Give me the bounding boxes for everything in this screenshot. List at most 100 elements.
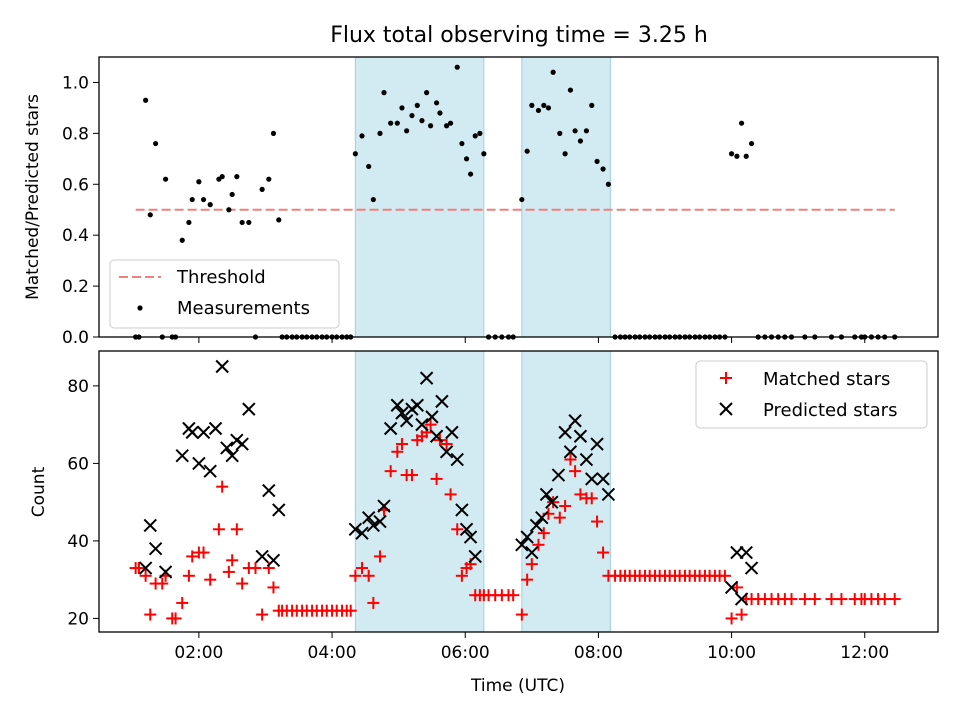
matched-point bbox=[515, 608, 528, 621]
predicted-point bbox=[158, 565, 173, 579]
measurement-point bbox=[550, 69, 556, 75]
measurement-point bbox=[748, 140, 755, 147]
matched-point bbox=[585, 492, 598, 505]
measurement-point bbox=[189, 196, 195, 203]
x-tick-label: 08:00 bbox=[574, 643, 623, 663]
measurement-point bbox=[388, 120, 394, 126]
matched-point bbox=[144, 608, 157, 621]
predicted-point bbox=[262, 483, 276, 498]
measurement-point bbox=[567, 87, 574, 93]
measurement-point bbox=[562, 151, 568, 157]
matched-point bbox=[718, 569, 731, 582]
predicted-point bbox=[255, 549, 269, 564]
predicted-point bbox=[520, 530, 534, 544]
measurement-point bbox=[459, 140, 465, 147]
predicted-point bbox=[215, 359, 229, 374]
measurement-point bbox=[259, 186, 265, 192]
matched-legend-label: Matched stars bbox=[763, 369, 890, 390]
measurement-point bbox=[572, 128, 578, 134]
predicted-point bbox=[545, 495, 559, 509]
measurement-point bbox=[428, 123, 434, 129]
measurement-point bbox=[226, 207, 232, 213]
measurement-point bbox=[519, 196, 525, 203]
measurement-point bbox=[409, 112, 415, 119]
matched-legend-swatch bbox=[720, 372, 732, 384]
predicted-point bbox=[439, 445, 454, 459]
measurements-legend-label: Measurements bbox=[177, 298, 310, 319]
matched-point bbox=[362, 569, 375, 582]
measurement-point bbox=[463, 156, 470, 162]
predicted-point bbox=[525, 545, 539, 560]
measurement-point bbox=[399, 105, 405, 111]
chart-title: Flux total observing time = 3.25 h bbox=[330, 23, 708, 48]
matched-point bbox=[176, 596, 189, 609]
measurement-point bbox=[377, 130, 383, 136]
predicted-point bbox=[348, 522, 363, 536]
predicted-point bbox=[734, 592, 749, 606]
measurement-point bbox=[481, 151, 487, 157]
matched-point bbox=[835, 593, 848, 606]
bottom-xlabel: Time (UTC) bbox=[470, 676, 565, 696]
predicted-point bbox=[366, 518, 381, 533]
predicted-point bbox=[558, 425, 572, 440]
matched-point bbox=[132, 562, 145, 575]
matched-point bbox=[559, 500, 572, 513]
x-tick-label: 02:00 bbox=[174, 643, 223, 663]
panel-ratio: 0.0 0.2 0.4 0.6 0.8 1.0 Matched/Predicted sta… bbox=[23, 56, 939, 348]
measurement-point bbox=[186, 219, 192, 226]
measurement-point bbox=[152, 140, 159, 147]
matched-point bbox=[367, 596, 380, 609]
observing-window-2 bbox=[521, 350, 611, 633]
measurement-point bbox=[743, 153, 749, 159]
measurement-point bbox=[359, 133, 365, 139]
predicted-point bbox=[196, 425, 211, 440]
predicted-point bbox=[415, 417, 429, 432]
predicted-point bbox=[383, 421, 398, 436]
matched-point bbox=[226, 554, 239, 567]
matched-point bbox=[521, 573, 534, 586]
x-tick-label: 04:00 bbox=[308, 643, 357, 663]
matched-point bbox=[808, 593, 821, 606]
matched-point bbox=[212, 523, 225, 536]
matched-point bbox=[597, 546, 610, 559]
predicted-point bbox=[563, 445, 578, 459]
y-tick-label: 0.8 bbox=[62, 124, 89, 144]
matched-point bbox=[430, 472, 443, 485]
predicted-point bbox=[435, 394, 449, 409]
predicted-legend-swatch bbox=[719, 402, 733, 416]
measurement-point bbox=[605, 181, 611, 187]
measurement-point bbox=[529, 102, 535, 108]
matched-point bbox=[169, 612, 182, 625]
predicted-point bbox=[361, 510, 376, 525]
matched-point bbox=[525, 558, 538, 571]
measurement-point bbox=[162, 176, 169, 182]
bottom-ylabel: Count bbox=[29, 466, 49, 517]
predicted-point bbox=[445, 425, 459, 440]
measurement-point bbox=[270, 130, 277, 136]
measurement-point bbox=[370, 196, 376, 203]
top-axes-frame bbox=[98, 56, 939, 338]
measurement-point bbox=[229, 191, 235, 198]
measurement-point bbox=[594, 158, 600, 164]
predicted-point bbox=[220, 441, 234, 455]
predicted-point bbox=[529, 518, 544, 533]
predicted-point bbox=[355, 526, 369, 540]
measurement-point bbox=[381, 90, 387, 96]
measurement-point bbox=[738, 120, 745, 126]
matched-point bbox=[591, 515, 604, 528]
predicted-point bbox=[601, 487, 616, 502]
predicted-point bbox=[266, 553, 281, 568]
y-tick-label: 0.4 bbox=[62, 226, 89, 246]
predicted-point bbox=[425, 410, 439, 424]
measurement-point bbox=[447, 120, 454, 126]
predicted-point bbox=[143, 518, 157, 533]
measurement-point bbox=[433, 100, 440, 106]
predicted-point bbox=[515, 538, 529, 552]
measurement-point bbox=[477, 130, 483, 136]
matched-point bbox=[230, 523, 243, 536]
x-tick-label: 10:00 bbox=[707, 643, 756, 663]
matched-point bbox=[204, 573, 217, 586]
predicted-point bbox=[739, 545, 753, 560]
predicted-point bbox=[585, 472, 599, 486]
predicted-point bbox=[208, 421, 223, 436]
